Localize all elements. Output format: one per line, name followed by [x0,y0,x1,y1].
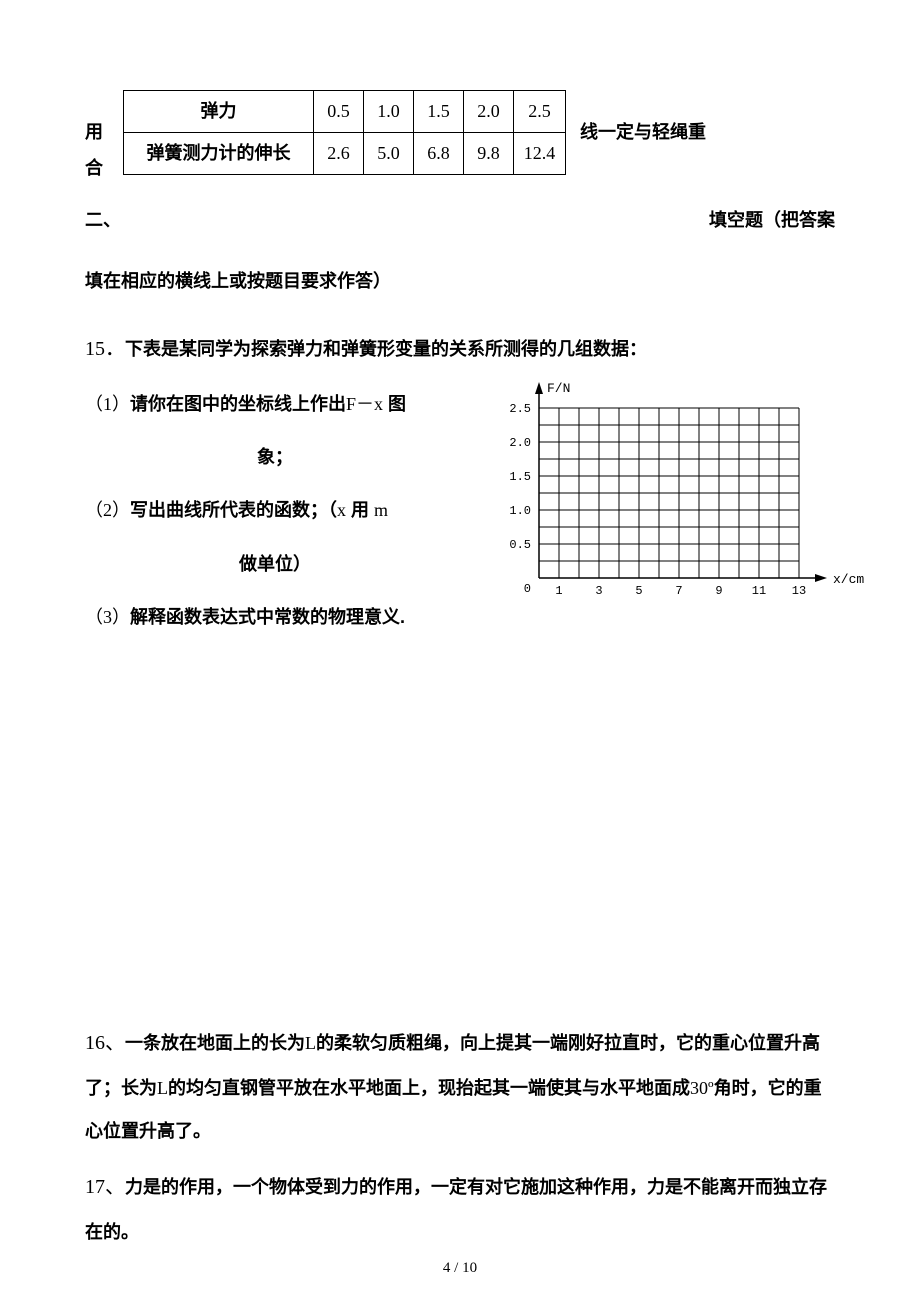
svg-text:1.5: 1.5 [509,470,531,484]
row2-label: 弹簧测力计的伸长 [124,133,314,175]
q17-num: 17、 [85,1176,125,1198]
svg-text:0: 0 [524,582,531,596]
sub2-num: （2） [85,500,130,520]
svg-text:3: 3 [595,584,602,598]
sec-two-left: 二、 [85,199,121,242]
svg-text:9: 9 [715,584,722,598]
cell: 2.0 [464,91,514,133]
q16-num: 16、 [85,1032,125,1054]
table-row: 弹力 0.5 1.0 1.5 2.0 2.5 [124,91,566,133]
q15-sub2: （2）写出曲线所代表的函数；（x 用 m [85,489,465,532]
q16: 16、一条放在地面上的长为L的柔软匀质粗绳，向上提其一端刚好拉直时，它的重心位置… [85,1019,835,1153]
svg-text:x/cm: x/cm [833,572,864,587]
q17: 17、力是的作用，一个物体受到力的作用，一定有对它施加这种作用，力是不能离开而独… [85,1163,835,1254]
frag-left-2: 合 [85,158,103,178]
svg-text:1.0: 1.0 [509,504,531,518]
svg-text:11: 11 [752,584,766,598]
sub2-b: 用 [351,500,369,520]
q15-sub3: （3）解释函数表达式中常数的物理意义. [85,596,465,639]
table-row: 弹簧测力计的伸长 2.6 5.0 6.8 9.8 12.4 [124,133,566,175]
q15-subs: （1）请你在图中的坐标线上作出F－x 图 象； （2）写出曲线所代表的函数；（x… [85,383,465,639]
q16-a: 一条放在地面上的长为 [125,1033,305,1053]
svg-text:13: 13 [792,584,806,598]
svg-text:7: 7 [675,584,682,598]
q16-L2: L [157,1078,168,1098]
cell: 0.5 [314,91,364,133]
svg-text:F/N: F/N [547,381,570,396]
q16-ang: 30º [690,1078,714,1098]
page-footer: 4 / 10 [0,1261,920,1276]
sub2-x: x [337,500,346,520]
cell: 12.4 [514,133,566,175]
q15-sub1-line2: 象； [85,436,465,479]
cell: 2.5 [514,91,566,133]
q16-c: 的均匀直钢管平放在水平地面上，现抬起其一端使其与水平地面成 [168,1078,690,1098]
q15-sub1: （1）请你在图中的坐标线上作出F－x 图 [85,383,465,426]
q15-text: 下表是某同学为探索弹力和弹簧形变量的关系所测得的几组数据： [125,339,647,359]
svg-text:2.0: 2.0 [509,436,531,450]
svg-text:1: 1 [555,584,562,598]
q15-body: （1）请你在图中的坐标线上作出F－x 图 象； （2）写出曲线所代表的函数；（x… [85,383,835,639]
cell: 2.6 [314,133,364,175]
sub3-num: （3） [85,607,130,627]
svg-text:5: 5 [635,584,642,598]
q17-text: 力是的作用，一个物体受到力的作用，一定有对它施加这种作用，力是不能离开而独立存在… [85,1177,827,1242]
fx-chart: 0.51.01.52.02.50135791113F/Nx/cm [495,378,865,608]
q15-sub2-line2: 做单位） [85,543,465,586]
cell: 1.0 [364,91,414,133]
sub2-a: 写出曲线所代表的函数；（ [130,500,337,520]
svg-text:2.5: 2.5 [509,402,531,416]
sub3-text: 解释函数表达式中常数的物理意义. [130,607,405,627]
q15-head: 15．下表是某同学为探索弹力和弹簧形变量的关系所测得的几组数据： [85,325,835,373]
sub1-b: 图 [388,394,406,414]
frag-right-1: 线一定与轻绳重 [580,111,706,154]
sub1-num: （1） [85,394,130,414]
cell: 9.8 [464,133,514,175]
q15-num: 15． [85,338,125,360]
section-two: 二、 填空题（把答案 [85,199,835,242]
sec-two-cont: 填在相应的横线上或按题目要求作答） [85,260,835,303]
sec-two-right: 填空题（把答案 [709,199,835,242]
cell: 5.0 [364,133,414,175]
row1-label: 弹力 [124,91,314,133]
svg-text:0.5: 0.5 [509,538,531,552]
cell: 1.5 [414,91,464,133]
q16-L1: L [305,1033,316,1053]
cell: 6.8 [414,133,464,175]
sub1-fx: F－x [346,394,383,414]
sub2-m: m [374,500,388,520]
data-table: 弹力 0.5 1.0 1.5 2.0 2.5 弹簧测力计的伸长 2.6 5.0 … [123,90,566,175]
sub1-a: 请你在图中的坐标线上作出 [130,394,346,414]
